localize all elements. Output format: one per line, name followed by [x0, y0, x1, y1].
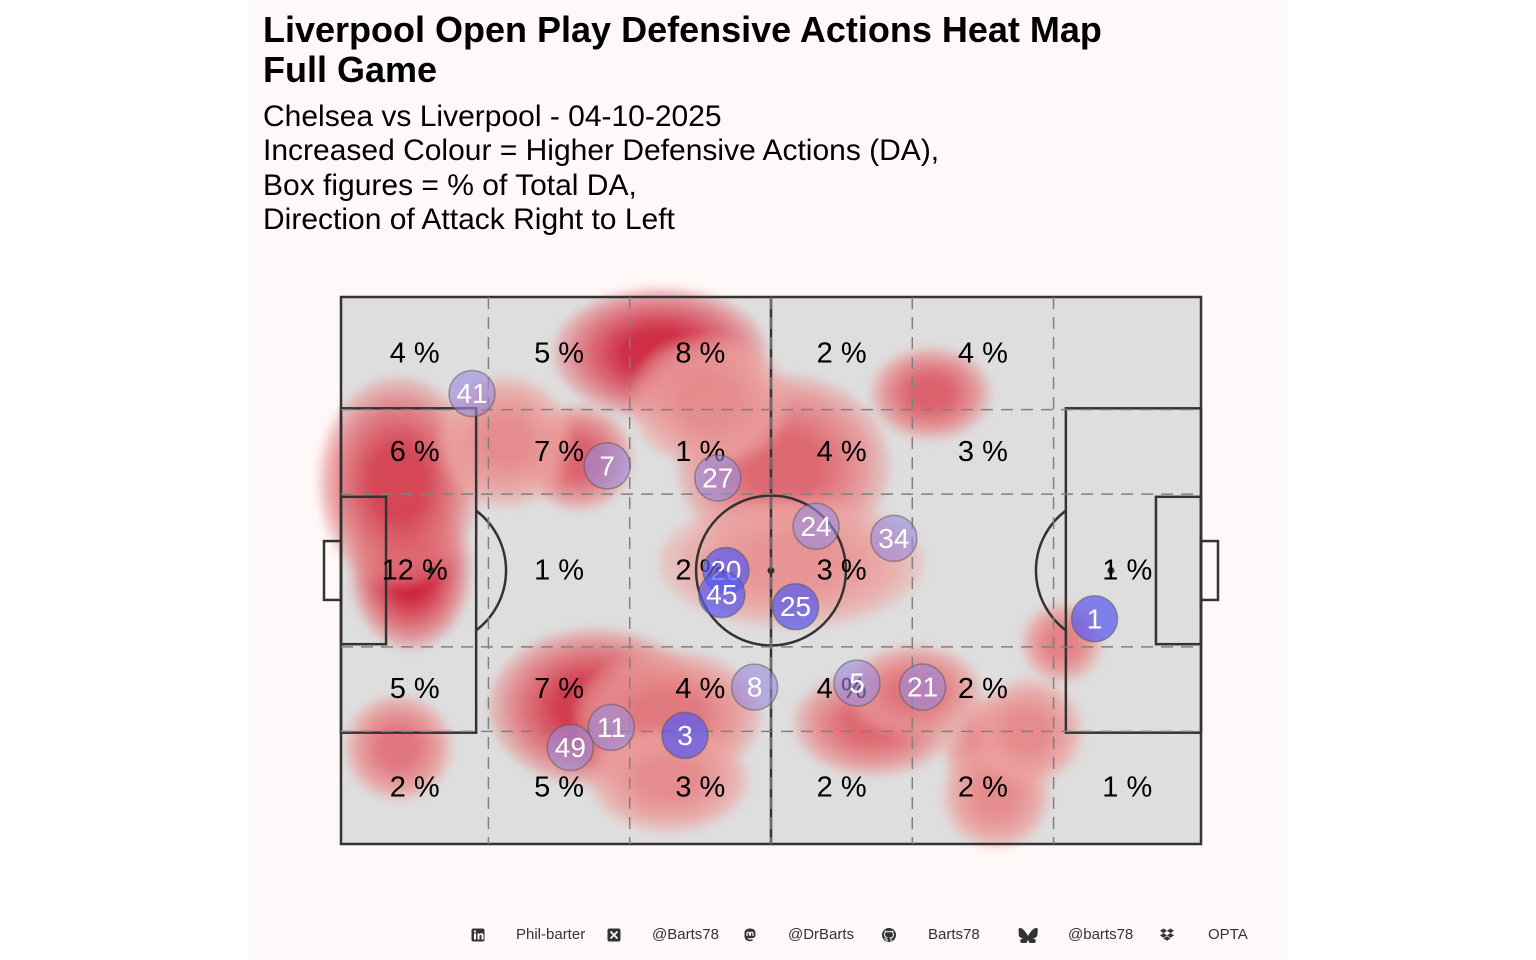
x-handle: @Barts78	[652, 926, 719, 943]
density-contour	[973, 773, 1019, 818]
zone-label: 2 %	[817, 337, 867, 369]
density-contour	[364, 438, 432, 526]
zone-label: 4 %	[817, 436, 867, 468]
player-marker	[661, 711, 709, 760]
zone-label: 3 %	[675, 772, 725, 804]
player-number: 45	[706, 579, 737, 610]
zone-label: 2 %	[817, 772, 867, 804]
zone-label: 1 %	[534, 555, 584, 587]
linkedin-icon	[471, 928, 485, 942]
density-contour	[676, 374, 743, 429]
player-marker	[698, 570, 746, 619]
chart-title-line2: Full Game	[263, 49, 438, 90]
zone-label: 4 %	[958, 337, 1008, 369]
player-marker	[546, 723, 595, 772]
zone-label: 3 %	[817, 555, 867, 587]
zone-label: 5 %	[534, 772, 584, 804]
player-number: 24	[800, 511, 831, 542]
player-marker	[833, 659, 881, 707]
player-number: 25	[780, 591, 811, 622]
player-number: 49	[555, 732, 586, 763]
player-number: 21	[907, 672, 938, 703]
zone-label: 8 %	[675, 337, 725, 369]
zone-labels: 4 % 5 % 8 % 2 % 4 %6 % 7 % 1 % 4 % 3 %12 % 1 % 2 %…	[382, 337, 1153, 803]
zone-label: 2 %	[958, 772, 1008, 804]
density-contour	[905, 374, 956, 413]
penalty-spot-left	[427, 567, 435, 574]
player-number: 8	[747, 672, 763, 703]
mastodon-icon	[744, 928, 756, 942]
player-number: 5	[849, 668, 865, 699]
penalty-arc-left	[475, 509, 508, 632]
dropbox-icon	[1160, 928, 1174, 941]
density-contour	[635, 757, 703, 802]
player-marker	[771, 582, 820, 631]
bluesky-icon	[1018, 927, 1038, 943]
zone-label: 3 %	[958, 436, 1008, 468]
bluesky-handle: @barts78	[1068, 926, 1134, 943]
player-number: 3	[677, 720, 693, 751]
player-marker	[898, 663, 947, 711]
zone-label: 1 %	[1102, 555, 1152, 587]
player-marker	[792, 502, 840, 551]
zone-label: 1 %	[1102, 772, 1152, 804]
zone-label: 4 %	[675, 673, 725, 705]
subtitle-direction: Direction of Attack Right to Left	[263, 203, 675, 236]
zone-label: 12 %	[382, 555, 448, 587]
player-marker	[870, 514, 918, 563]
player-number: 41	[456, 378, 487, 409]
penalty-arc-right	[1034, 509, 1067, 632]
player-number: 11	[597, 712, 626, 743]
mastodon-handle: @DrBarts	[788, 926, 855, 943]
chart-title: Liverpool Open Play Defensive Actions He…	[263, 9, 1102, 50]
linkedin-handle: Phil-barter	[516, 926, 586, 943]
player-marker	[448, 369, 496, 418]
data-source: OPTA	[1208, 926, 1248, 943]
zone-label: 2 %	[958, 673, 1008, 705]
subtitle-match: Chelsea vs Liverpool - 04-10-2025	[263, 100, 722, 133]
goal-left	[322, 539, 343, 602]
zone-label: 7 %	[534, 436, 584, 468]
player-marker	[587, 703, 636, 752]
zone-label: 7 %	[534, 673, 584, 705]
subtitle-colour-note: Increased Colour = Higher Defensive Acti…	[263, 134, 940, 167]
github-handle: Barts78	[928, 926, 980, 943]
x-icon	[607, 928, 621, 942]
player-number: 34	[878, 523, 909, 554]
subtitle-box-note: Box figures = % of Total DA,	[263, 169, 637, 202]
player-marker	[694, 454, 742, 502]
player-number: 7	[599, 450, 615, 481]
player-number: 27	[702, 462, 733, 493]
player-number: 1	[1087, 603, 1103, 634]
density-contour	[476, 414, 533, 470]
zone-label: 2 %	[390, 772, 440, 804]
density-contour	[376, 725, 421, 770]
player-marker	[583, 442, 631, 490]
penalty-spot-right	[1107, 567, 1115, 574]
zone-label: 5 %	[534, 337, 584, 369]
zone-label: 4 %	[390, 337, 440, 369]
zone-label: 6 %	[390, 436, 440, 468]
github-icon	[882, 928, 896, 942]
goal-right	[1199, 539, 1220, 602]
player-marker	[1070, 595, 1119, 643]
zone-label: 5 %	[390, 673, 440, 705]
player-marker	[730, 663, 779, 711]
density-contour	[1045, 626, 1079, 660]
centre-spot	[767, 567, 775, 574]
